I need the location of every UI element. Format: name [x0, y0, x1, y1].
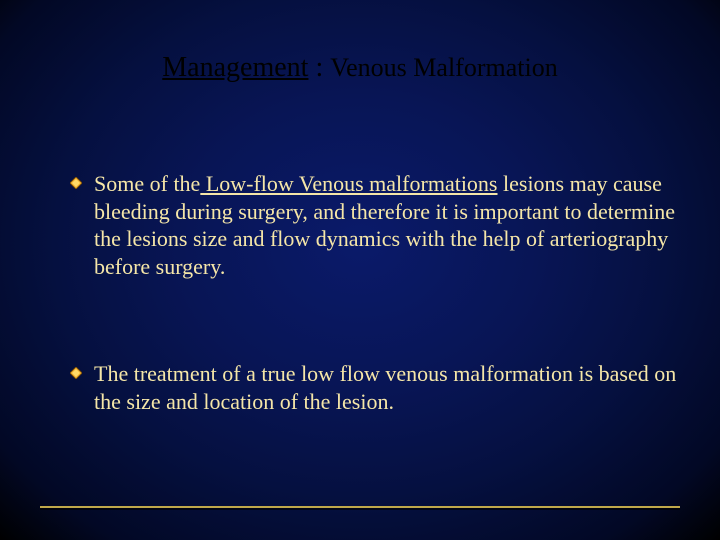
bullet-text-a: The treatment of a true low flow venous …	[94, 361, 676, 414]
title-prefix: Management	[162, 52, 308, 83]
slide-title: Management : Venous Malformation	[0, 52, 720, 84]
slide: Management : Venous Malformation Some of…	[0, 0, 720, 540]
list-item: The treatment of a true low flow venous …	[88, 360, 680, 415]
content-area: Some of the Low-flow Venous malformation…	[88, 170, 680, 495]
footer-divider	[40, 506, 680, 508]
title-separator: :	[308, 52, 330, 83]
bullet-icon	[70, 367, 82, 379]
bullet-text-b: Low-flow Venous malformations	[200, 171, 497, 196]
bullet-icon	[70, 177, 82, 189]
list-item: Some of the Low-flow Venous malformation…	[88, 170, 680, 280]
bullet-text-a: Some of the	[94, 171, 200, 196]
title-suffix: Venous Malformation	[330, 53, 557, 82]
